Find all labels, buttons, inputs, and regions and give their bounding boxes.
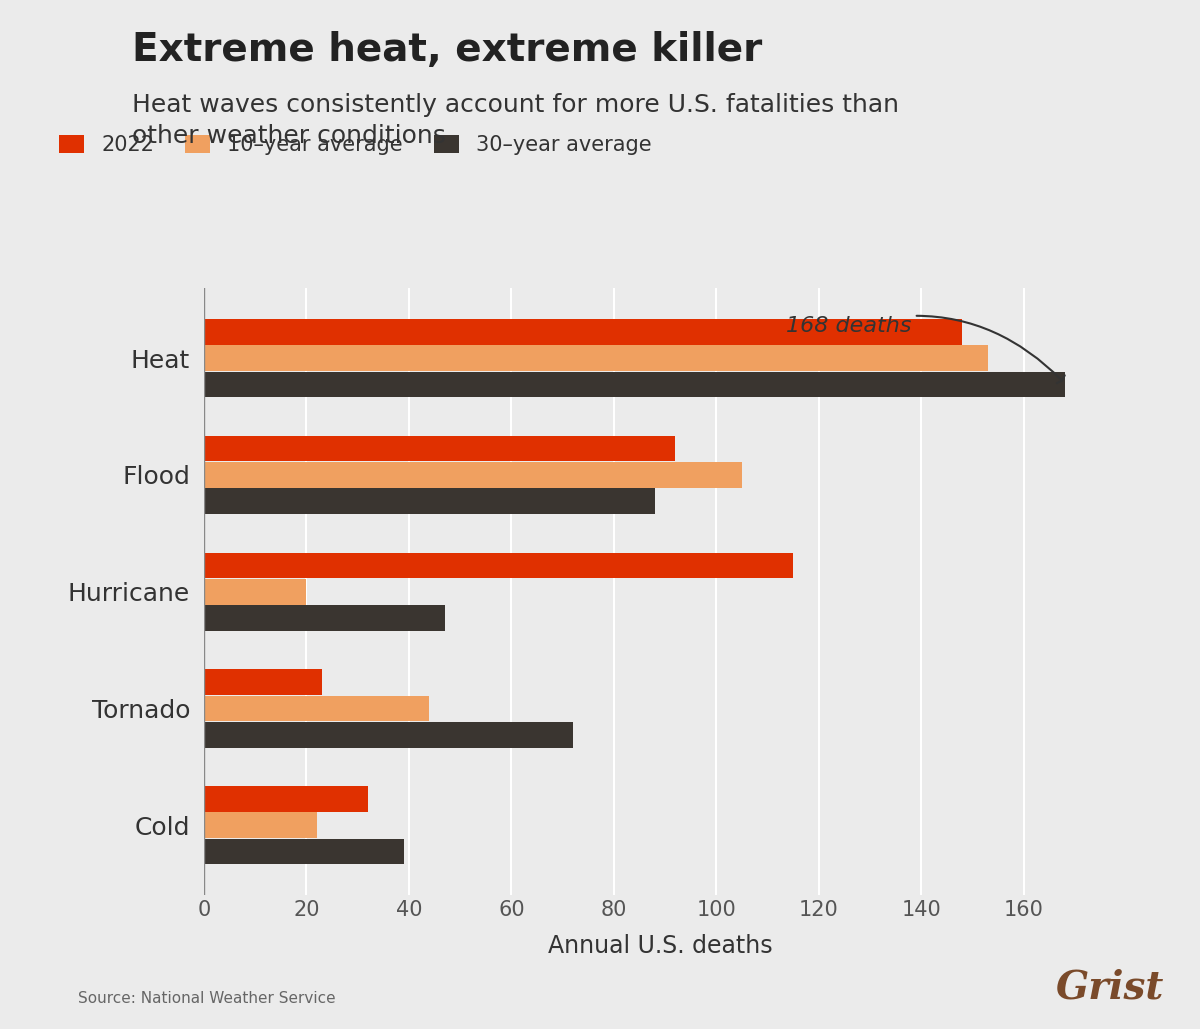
Bar (204, 696, 430, 721)
Bar (204, 462, 742, 488)
Bar (204, 489, 655, 514)
Text: Source: National Weather Service: Source: National Weather Service (78, 991, 336, 1006)
Bar (204, 839, 404, 864)
Bar (204, 436, 676, 461)
X-axis label: Annual U.S. deaths: Annual U.S. deaths (547, 934, 773, 958)
Legend: 2022, 10–year average, 30–year average: 2022, 10–year average, 30–year average (59, 135, 652, 155)
Text: 168 deaths: 168 deaths (786, 316, 1064, 383)
Bar (204, 319, 962, 345)
Text: Extreme heat, extreme killer: Extreme heat, extreme killer (132, 31, 762, 69)
Bar (204, 786, 368, 812)
Bar (204, 669, 322, 695)
Bar (204, 346, 988, 371)
Bar (204, 553, 793, 578)
Text: Grist: Grist (1056, 968, 1164, 1006)
Text: Heat waves consistently account for more U.S. fatalities than
other weather cond: Heat waves consistently account for more… (132, 93, 899, 148)
Bar (204, 371, 1064, 397)
Bar (204, 579, 306, 604)
Bar (204, 812, 317, 838)
Bar (204, 722, 572, 747)
Bar (204, 605, 445, 631)
